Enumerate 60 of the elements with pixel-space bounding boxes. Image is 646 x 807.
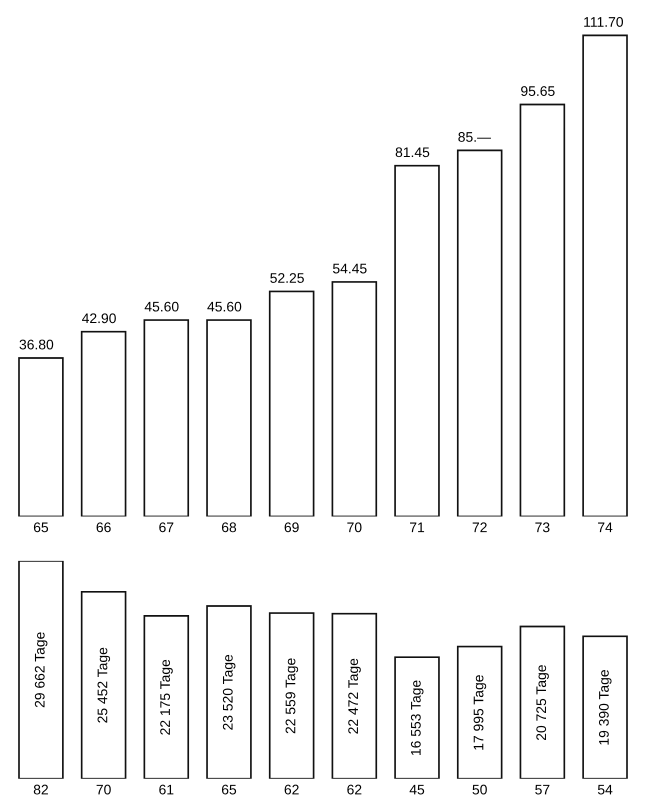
x-tick-label: 54 <box>598 784 612 795</box>
x-tick-label: 57 <box>535 784 550 795</box>
bar <box>268 612 314 779</box>
bar <box>520 104 566 516</box>
data-label: 111.70 <box>584 17 624 27</box>
x-tick-label: 82 <box>34 784 48 795</box>
data-label: 23 520 Tage <box>222 654 236 730</box>
bar <box>206 605 252 779</box>
x-tick-label: 50 <box>472 784 487 795</box>
bar <box>456 150 502 516</box>
x-tick-label: 73 <box>535 522 550 532</box>
x-tick-label: 67 <box>159 522 174 532</box>
data-label: 81.45 <box>396 147 430 158</box>
bar <box>332 612 378 779</box>
data-label: 29 662 Tage <box>34 632 48 708</box>
x-tick-label: 61 <box>159 784 174 795</box>
bar <box>394 164 440 516</box>
data-label: 45.60 <box>207 302 242 312</box>
bar <box>582 34 628 516</box>
x-tick-label: 71 <box>410 522 424 532</box>
data-label: 25 452 Tage <box>98 648 110 723</box>
bar <box>144 615 190 779</box>
bar <box>206 319 252 516</box>
x-tick-label: 62 <box>347 784 362 795</box>
x-tick-label: 65 <box>222 784 236 795</box>
data-label: 54.45 <box>332 264 367 274</box>
bar <box>144 319 190 516</box>
bar <box>394 656 440 779</box>
x-tick-label: 66 <box>96 522 111 532</box>
bar <box>520 626 566 779</box>
data-label: 85.— <box>458 132 491 142</box>
x-tick-label: 62 <box>284 784 299 795</box>
data-label: 52.25 <box>270 273 304 283</box>
x-tick-label: 72 <box>472 522 487 532</box>
x-tick-label: 74 <box>598 522 612 532</box>
bar <box>456 646 502 779</box>
bar <box>582 635 628 779</box>
data-label: 22 175 Tage <box>160 660 173 735</box>
bar <box>80 330 126 516</box>
bar <box>80 590 126 779</box>
bar <box>18 357 64 516</box>
data-label: 42.90 <box>82 313 116 324</box>
data-label: 95.65 <box>521 86 555 96</box>
bar <box>268 290 314 516</box>
data-label: 19 390 Tage <box>598 670 612 745</box>
data-label: 45.60 <box>144 302 179 312</box>
x-tick-label: 70 <box>96 784 111 795</box>
x-tick-label: 65 <box>34 522 48 532</box>
data-label: 36.80 <box>20 340 54 350</box>
x-tick-label: 69 <box>284 522 299 532</box>
bar <box>18 560 64 779</box>
data-label: 22 472 Tage <box>348 658 361 734</box>
x-tick-label: 45 <box>410 784 424 795</box>
data-label: 22 559 Tage <box>286 658 298 734</box>
data-label: 20 725 Tage <box>536 665 549 740</box>
data-label: 16 553 Tage <box>410 680 424 755</box>
data-label: 17 995 Tage <box>474 675 486 750</box>
x-tick-label: 70 <box>347 522 362 532</box>
bar <box>332 281 378 516</box>
x-tick-label: 68 <box>222 522 236 532</box>
